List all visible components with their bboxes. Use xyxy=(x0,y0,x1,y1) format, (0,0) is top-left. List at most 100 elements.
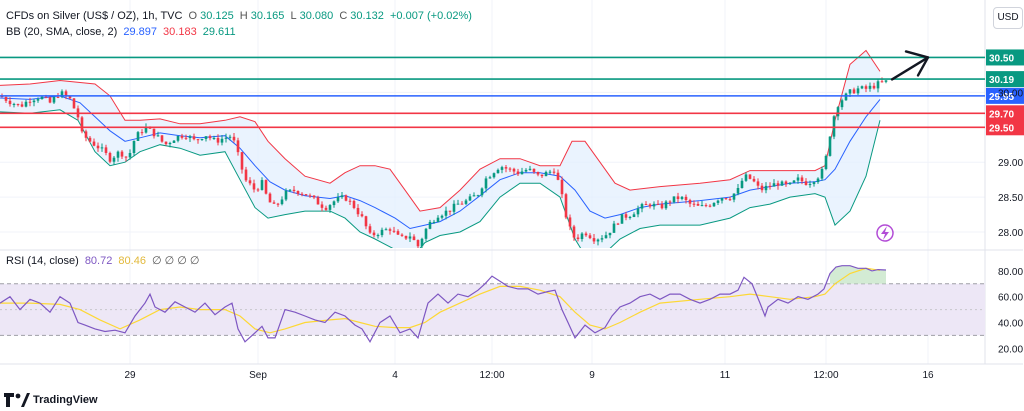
candle-body xyxy=(456,203,460,205)
candle-body xyxy=(180,135,184,138)
currency-button[interactable]: USD xyxy=(993,7,1023,29)
candle-body xyxy=(20,104,24,107)
candle-body xyxy=(436,217,440,222)
candle-body xyxy=(684,196,688,201)
candle-body xyxy=(616,223,620,225)
candle-body xyxy=(268,193,272,203)
bb-label: BB (20, SMA, close, 2) xyxy=(6,26,118,38)
candle-body xyxy=(880,81,884,83)
candle-body xyxy=(380,229,384,236)
candle-body xyxy=(548,171,552,173)
candle-body xyxy=(204,136,208,139)
candle-body xyxy=(500,167,504,170)
candle-body xyxy=(480,188,484,196)
rsi-tick-2: 60.00 xyxy=(998,293,1023,304)
candle-body xyxy=(368,226,372,233)
candle-body xyxy=(512,168,516,172)
high-label: H xyxy=(239,10,248,22)
candle-body xyxy=(124,156,128,158)
candle-body xyxy=(264,180,268,194)
candle-body xyxy=(216,138,220,143)
trend-arrow-icon[interactable] xyxy=(890,50,930,81)
candle-body xyxy=(856,88,860,94)
candle-body xyxy=(772,183,776,187)
open-value: 30.125 xyxy=(200,10,234,22)
candle-body xyxy=(352,200,356,208)
flash-icon[interactable] xyxy=(876,224,894,242)
candle-body xyxy=(652,203,656,207)
level-tag-bg-3 xyxy=(986,105,1024,122)
candle-body xyxy=(196,139,200,141)
candle-body xyxy=(792,180,796,183)
candle-body xyxy=(472,195,476,197)
candle-body xyxy=(116,151,120,158)
price-tick-0: 28.00 xyxy=(998,228,1023,239)
bb-basis-line xyxy=(0,95,881,230)
candle-body xyxy=(356,207,360,215)
candle-body xyxy=(168,142,172,145)
candle-body xyxy=(568,217,572,227)
candle-body xyxy=(420,238,424,247)
flash-bolt xyxy=(881,226,889,240)
bb-upper-line xyxy=(0,49,881,212)
candle-body xyxy=(68,95,72,99)
candle-body xyxy=(324,207,328,210)
candle-body xyxy=(832,116,836,137)
candle-body xyxy=(212,138,216,140)
candle-body xyxy=(524,169,528,172)
candle-body xyxy=(688,200,692,204)
candle-body xyxy=(648,204,652,207)
candle-body xyxy=(416,240,420,247)
candle-body xyxy=(864,86,868,89)
candle-body xyxy=(432,221,436,223)
candle-body xyxy=(860,86,864,89)
candle-body xyxy=(384,229,388,231)
candle-body xyxy=(280,199,284,205)
candle-body xyxy=(12,103,16,105)
candle-body xyxy=(796,177,800,181)
candle-body xyxy=(660,203,664,209)
candle-body xyxy=(712,202,716,207)
arrow-shaft xyxy=(890,56,930,81)
candle-body xyxy=(84,131,88,138)
candle-body xyxy=(876,81,880,89)
bb-basis-value: 29.897 xyxy=(123,26,157,38)
candle-body xyxy=(704,205,708,207)
candle-body xyxy=(756,181,760,186)
candle-body xyxy=(584,233,588,236)
bollinger-bands xyxy=(0,49,881,248)
time-tick-2: 4 xyxy=(392,370,398,381)
candle-body xyxy=(8,100,12,105)
rsi-pane xyxy=(0,265,985,344)
candle-body xyxy=(100,147,104,149)
candle-body xyxy=(36,99,40,101)
candle-body xyxy=(136,132,140,141)
candle-body xyxy=(680,196,684,199)
candle-body xyxy=(484,178,488,189)
candle-body xyxy=(444,210,448,216)
candle-body xyxy=(728,199,732,201)
candle-body xyxy=(632,214,636,217)
rsi-value: 80.72 xyxy=(84,255,113,267)
candle-body xyxy=(240,152,244,170)
candle-body xyxy=(392,230,396,232)
candle-body xyxy=(808,184,812,186)
bb-upper-value: 30.183 xyxy=(163,26,197,38)
horizontal-levels[interactable]: 30.50 30.19 29.95 29.70 29.50 xyxy=(0,49,1024,136)
candle-body xyxy=(740,180,744,188)
candle-body xyxy=(64,91,68,96)
candle-body xyxy=(388,229,392,231)
candle-body xyxy=(104,147,108,153)
candle-body xyxy=(4,97,8,101)
candle-body xyxy=(656,203,660,205)
candle-body xyxy=(868,85,872,89)
candle-body xyxy=(316,197,320,205)
candle-body xyxy=(672,196,676,203)
close-value: 30.132 xyxy=(350,10,384,22)
candle-body xyxy=(608,232,612,236)
flash-circle xyxy=(876,224,894,242)
candle-body xyxy=(604,235,608,239)
candle-body xyxy=(748,174,752,179)
level-tag-4: 29.50 xyxy=(989,123,1014,134)
